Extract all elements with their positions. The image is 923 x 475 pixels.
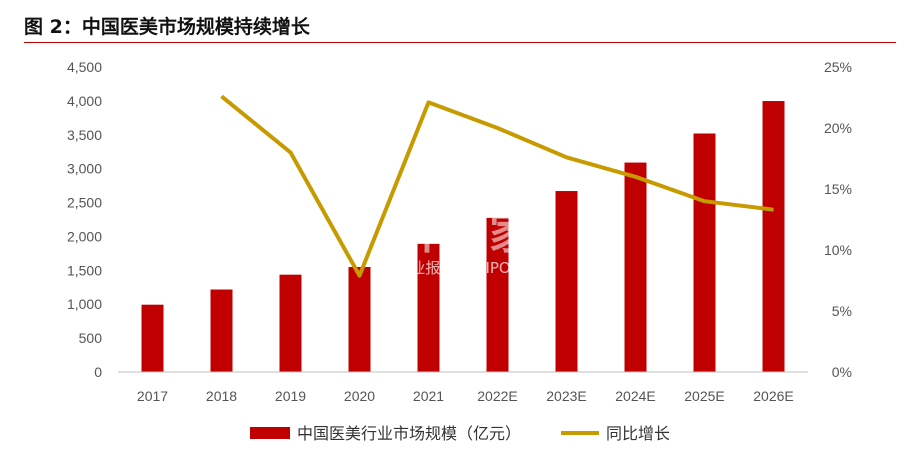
y-right-tick-label: 0% xyxy=(832,364,852,380)
bar-series xyxy=(141,101,785,372)
title-divider xyxy=(24,42,896,43)
y-right-tick-label: 15% xyxy=(824,181,852,197)
watermark-main: 并购家 xyxy=(397,208,535,259)
bar xyxy=(141,304,164,372)
bar xyxy=(486,217,509,372)
bar xyxy=(417,243,440,372)
y-left-tick-label: 4,500 xyxy=(67,59,102,75)
bar xyxy=(693,133,716,372)
y-left-tick-label: 4,000 xyxy=(67,93,102,109)
watermark-sub: 行业报告 IPOIPO.CN xyxy=(395,259,536,277)
bar xyxy=(279,274,302,372)
x-tick-label: 2020 xyxy=(344,388,375,404)
x-tick-label: 2017 xyxy=(137,388,168,404)
x-tick-label: 2024E xyxy=(615,388,655,404)
y-left-tick-label: 500 xyxy=(79,330,103,346)
chart-title: 图 2：中国医美市场规模持续增长 xyxy=(24,16,310,38)
y-left-tick-label: 0 xyxy=(94,364,102,380)
x-tick-label: 2022E xyxy=(477,388,517,404)
legend-label-bar: 中国医美行业市场规模（亿元） xyxy=(297,424,521,443)
x-tick-label: 2026E xyxy=(753,388,793,404)
x-tick-label: 2021 xyxy=(413,388,444,404)
y-left-tick-label: 3,000 xyxy=(67,161,102,177)
y-right-tick-label: 5% xyxy=(832,303,852,319)
y-left-tick-label: 3,500 xyxy=(67,127,102,143)
x-tick-label: 2023E xyxy=(546,388,586,404)
bar xyxy=(210,289,233,372)
y-left-tick-label: 2,000 xyxy=(67,228,102,244)
y-left-tick-label: 1,000 xyxy=(67,296,102,312)
y-left-tick-label: 2,500 xyxy=(67,195,102,211)
legend-swatch-bar xyxy=(250,427,290,439)
bar xyxy=(762,101,785,372)
y-right-tick-label: 25% xyxy=(824,59,852,75)
bar xyxy=(624,162,647,372)
y-right-tick-label: 20% xyxy=(824,120,852,136)
y-left-tick-label: 1,500 xyxy=(67,262,102,278)
legend: 中国医美行业市场规模（亿元） 同比增长 xyxy=(250,424,670,443)
y-right-ticks: 0% 5% 10% 15% 20% 25% xyxy=(824,59,852,380)
x-ticks: 2017 2018 2019 2020 2021 2022E 2023E 2024E 2025E… xyxy=(137,388,794,404)
y-left-ticks: 0 500 1,000 1,500 2,000 2,500 3,000 3,500 4,000 4… xyxy=(67,59,102,380)
growth-line xyxy=(220,94,774,278)
x-tick-label: 2025E xyxy=(684,388,724,404)
x-tick-label: 2018 xyxy=(206,388,237,404)
bar xyxy=(348,267,371,372)
bar xyxy=(555,191,578,372)
y-right-tick-label: 10% xyxy=(824,242,852,258)
legend-label-line: 同比增长 xyxy=(606,424,670,443)
x-tick-label: 2019 xyxy=(275,388,306,404)
